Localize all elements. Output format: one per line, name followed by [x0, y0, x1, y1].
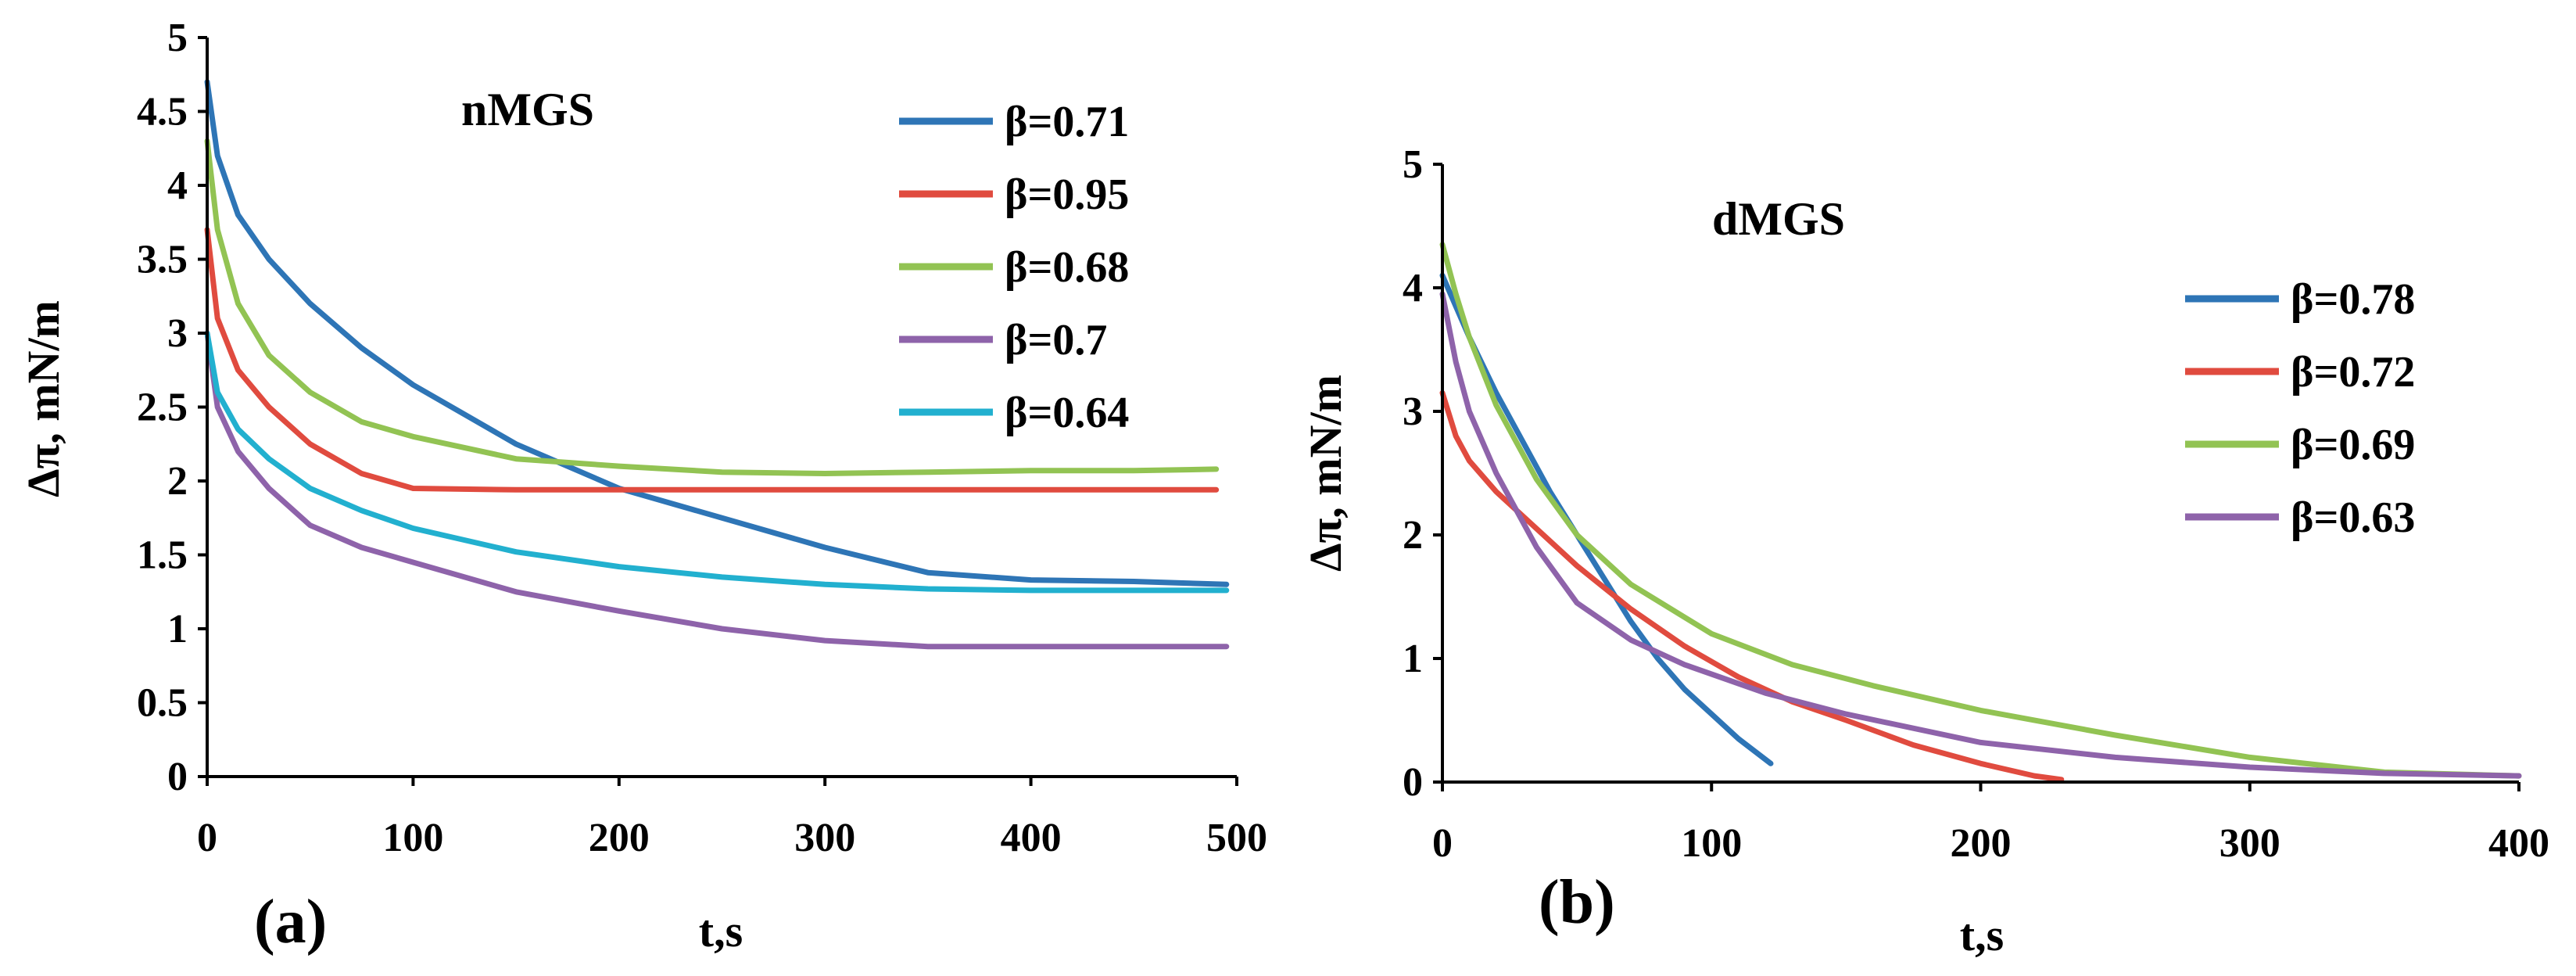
panel-b-series-line-1 — [1439, 272, 1774, 766]
panel-b-y-tick-label: 4 — [1403, 266, 1423, 310]
panel-b-x-axis-label: t,s — [1960, 910, 2004, 960]
panel-a-legend-label-5: β=0.64 — [1005, 389, 1129, 437]
panel-a-legend-label-3: β=0.68 — [1005, 243, 1129, 292]
panel-b-legend-label-2: β=0.72 — [2291, 348, 2415, 396]
panel-a-y-tick-label: 4 — [167, 163, 188, 208]
panel-b-label: (b) — [1539, 868, 1615, 937]
panel-a-label: (a) — [254, 888, 327, 956]
panel-a-x-tick-label: 100 — [382, 816, 443, 860]
panel-a-x-tick-label: 200 — [589, 816, 650, 860]
panel-a-chart: 0 0.5 1 1.5 2 2.5 3 3.5 4 4.5 5 0 100 200 300 400 500 Δ… — [18, 16, 1267, 956]
panel-b-y-ticks: 0 1 2 3 4 5 — [1403, 142, 1442, 805]
panel-a-y-tick-label: 2 — [167, 459, 188, 504]
panel-b-series-line-3 — [1439, 242, 2522, 779]
panel-a-y-tick-label: 1.5 — [137, 533, 188, 578]
panel-b-x-tick-label: 200 — [1951, 821, 2012, 866]
panel-b-y-tick-label: 3 — [1403, 389, 1423, 434]
panel-b-series-group — [1439, 242, 2522, 783]
panel-b-series-line-4 — [1439, 291, 2522, 779]
panel-a-legend-label-1: β=0.71 — [1005, 98, 1129, 146]
panel-a-y-ticks: 0 0.5 1 1.5 2 2.5 3 3.5 4 4.5 5 — [137, 16, 207, 799]
panel-a-x-axis-label: t,s — [699, 906, 743, 956]
panel-b-x-tick-label: 400 — [2488, 821, 2549, 866]
panel-b-y-tick-label: 2 — [1403, 513, 1423, 558]
panel-b-x-tick-label: 0 — [1432, 821, 1453, 866]
panel-b-chart: 0 1 2 3 4 5 0 100 200 300 400 Δπ, mN/m t,s dMGS (… — [1300, 142, 2549, 960]
panel-b-legend-label-1: β=0.78 — [2291, 275, 2415, 324]
panel-a-legend: β=0.71 β=0.95 β=0.68 β=0.7 β=0.64 — [899, 98, 1129, 437]
panel-a-series-line-5 — [204, 330, 1230, 594]
panel-a-title: nMGS — [461, 84, 594, 135]
panel-b-legend-label-3: β=0.69 — [2291, 421, 2415, 469]
panel-b-y-axis-label: Δπ, mN/m — [1300, 375, 1351, 572]
panel-b-x-ticks: 0 100 200 300 400 — [1432, 782, 2549, 866]
panel-a-y-tick-label: 2.5 — [137, 386, 188, 430]
panel-a-series-line-1 — [204, 79, 1230, 587]
panel-a-y-tick-label: 0.5 — [137, 681, 188, 726]
panel-a-x-tick-label: 0 — [197, 816, 217, 860]
panel-b-x-tick-label: 300 — [2220, 821, 2280, 866]
panel-b-legend-label-4: β=0.63 — [2291, 493, 2415, 542]
panel-a-y-tick-label: 3.5 — [137, 238, 188, 282]
panel-a-legend-label-2: β=0.95 — [1005, 170, 1129, 219]
panel-a-y-tick-label: 1 — [167, 607, 188, 651]
panel-a-legend-label-4: β=0.7 — [1005, 316, 1107, 364]
panel-a-series-line-4 — [204, 330, 1230, 650]
panel-a-y-axis-label: Δπ, mN/m — [18, 300, 69, 497]
panel-a-y-tick-label: 0 — [167, 755, 188, 799]
panel-b-series-line-2 — [1439, 389, 2065, 783]
panel-a-series-line-3 — [204, 138, 1220, 476]
panel-a-y-tick-label: 5 — [167, 16, 188, 60]
panel-b-x-tick-label: 100 — [1681, 821, 1742, 866]
panel-a-series-line-2 — [204, 227, 1220, 493]
panel-a-x-tick-label: 400 — [1001, 816, 1062, 860]
panel-a-x-tick-label: 300 — [794, 816, 855, 860]
panel-b-y-tick-label: 0 — [1403, 760, 1423, 805]
panel-b-y-tick-label: 1 — [1403, 637, 1423, 681]
panel-b-legend: β=0.78 β=0.72 β=0.69 β=0.63 — [2185, 275, 2415, 542]
panel-b-title: dMGS — [1712, 193, 1845, 245]
panel-a-y-tick-label: 3 — [167, 311, 188, 356]
panel-a-y-tick-label: 4.5 — [137, 90, 188, 135]
panel-a-x-tick-label: 500 — [1206, 816, 1267, 860]
panel-b-y-tick-label: 5 — [1403, 142, 1423, 187]
panel-a-series-group — [204, 79, 1230, 650]
panel-a-x-ticks: 0 100 200 300 400 500 — [197, 777, 1267, 860]
